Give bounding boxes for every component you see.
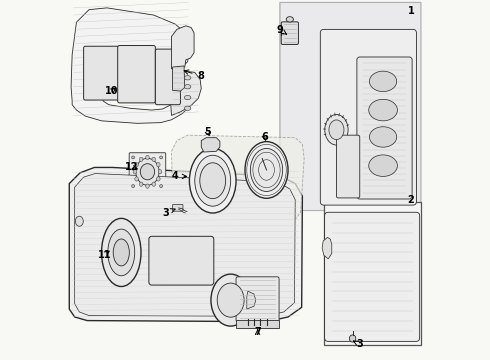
FancyBboxPatch shape [324,212,419,341]
FancyBboxPatch shape [172,204,183,211]
FancyBboxPatch shape [337,135,360,198]
FancyBboxPatch shape [149,236,214,285]
Ellipse shape [349,335,356,342]
Polygon shape [280,3,421,211]
Text: 11: 11 [98,249,111,260]
Ellipse shape [369,71,397,91]
Text: 2: 2 [408,195,415,205]
Ellipse shape [329,120,344,140]
Text: 1: 1 [408,6,415,17]
Ellipse shape [75,216,83,226]
Ellipse shape [184,95,191,100]
Ellipse shape [152,157,155,162]
Ellipse shape [139,182,143,186]
Ellipse shape [211,274,250,326]
Polygon shape [322,237,332,259]
Text: 5: 5 [204,127,211,136]
FancyBboxPatch shape [129,153,166,191]
Ellipse shape [152,182,155,186]
Text: 4: 4 [172,171,187,181]
Text: 12: 12 [125,162,139,172]
Polygon shape [170,71,201,116]
Polygon shape [172,135,304,224]
Ellipse shape [190,148,236,213]
Ellipse shape [195,155,231,206]
Ellipse shape [108,229,135,276]
Polygon shape [172,66,185,91]
Polygon shape [71,8,196,123]
Ellipse shape [184,85,191,89]
Polygon shape [201,138,220,152]
Polygon shape [247,291,256,309]
Polygon shape [74,174,295,316]
Ellipse shape [368,99,397,121]
Text: 9: 9 [277,25,287,35]
Ellipse shape [156,177,160,181]
Ellipse shape [184,106,191,111]
Text: 10: 10 [105,86,119,96]
Ellipse shape [139,157,143,162]
Polygon shape [69,167,302,321]
Ellipse shape [250,148,283,192]
Ellipse shape [325,114,348,145]
Polygon shape [172,26,194,69]
Ellipse shape [132,185,135,188]
FancyBboxPatch shape [236,277,279,321]
Polygon shape [280,3,421,211]
Ellipse shape [132,156,135,159]
Ellipse shape [200,163,225,199]
FancyBboxPatch shape [281,22,298,44]
Text: 3: 3 [162,208,175,218]
Ellipse shape [158,170,162,174]
Ellipse shape [136,158,159,185]
Ellipse shape [160,156,163,159]
Text: 7: 7 [254,327,261,337]
FancyBboxPatch shape [155,49,180,105]
FancyBboxPatch shape [320,30,416,205]
Ellipse shape [156,162,160,167]
Ellipse shape [217,283,244,317]
Ellipse shape [368,155,397,176]
Text: 8: 8 [184,70,204,81]
Ellipse shape [140,164,155,180]
FancyBboxPatch shape [357,57,412,199]
Ellipse shape [184,76,191,80]
Ellipse shape [369,127,397,147]
FancyBboxPatch shape [118,45,155,103]
Ellipse shape [146,155,149,159]
Ellipse shape [245,141,288,198]
Ellipse shape [135,177,138,181]
FancyBboxPatch shape [236,320,279,328]
Ellipse shape [146,184,149,188]
Ellipse shape [101,219,141,287]
Text: 6: 6 [261,132,268,142]
FancyBboxPatch shape [84,46,119,100]
Ellipse shape [135,162,138,167]
Ellipse shape [133,170,137,174]
Ellipse shape [113,239,129,266]
Ellipse shape [286,17,294,22]
Ellipse shape [160,185,163,188]
Text: 3: 3 [353,339,363,349]
Bar [324,202,421,345]
